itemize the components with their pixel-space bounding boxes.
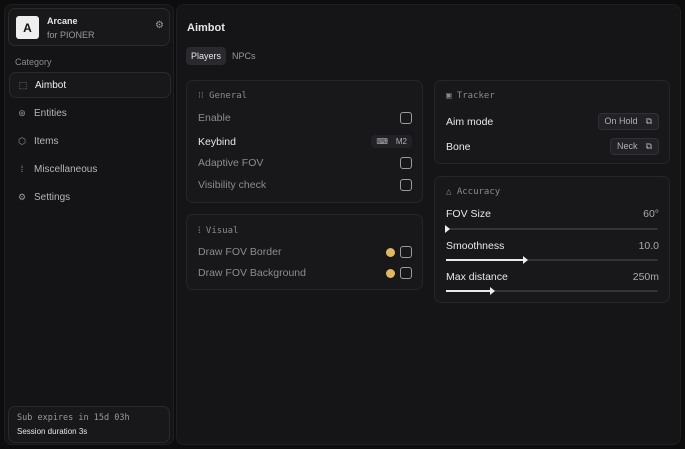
main-panel: Aimbot Players NPCs ⁝⁝ General Enable Ke… — [176, 4, 681, 445]
fov-background-checkbox[interactable] — [400, 267, 412, 279]
sidebar-item-label: Settings — [34, 191, 71, 203]
aim-mode-select[interactable]: On Hold ⧉ — [597, 113, 659, 130]
visual-card: ⁞ Visual Draw FOV Border Draw FOV Backgr… — [186, 214, 423, 290]
aim-mode-label: Aim mode — [446, 115, 494, 128]
keybind-button[interactable]: ⌨ M2 — [371, 135, 412, 148]
max-distance-value: 250m — [632, 271, 659, 283]
category-label: Category — [15, 57, 52, 67]
tracker-title: ▣ Tracker — [446, 91, 495, 101]
smoothness-value: 10.0 — [638, 240, 659, 252]
visibility-check-label: Visibility check — [198, 179, 267, 191]
sidebar-item-miscellaneous[interactable]: ⁞ Miscellaneous — [9, 156, 171, 182]
enable-checkbox[interactable] — [400, 112, 412, 124]
settings-gear-icon[interactable]: ⚙ — [155, 20, 164, 31]
general-card: ⁝⁝ General Enable Keybind ⌨ M2 Adaptive FO… — [186, 80, 423, 203]
fov-size-value: 60° — [643, 208, 659, 220]
accuracy-card: △ Accuracy FOV Size 60° Smoothness 10.0 Ma… — [434, 176, 670, 303]
fov-size-label: FOV Size — [446, 208, 491, 220]
select-icon: ⧉ — [645, 116, 652, 126]
fov-background-label: Draw FOV Background — [198, 267, 306, 279]
tab-players[interactable]: Players — [186, 47, 227, 65]
bone-select[interactable]: Neck ⧉ — [610, 138, 659, 155]
smoothness-slider[interactable] — [446, 256, 658, 264]
tabs: Players NPCs — [186, 47, 259, 65]
general-title: ⁝⁝ General — [198, 91, 248, 101]
subscription-info: Sub expires in 15d 03h Session duration … — [8, 406, 170, 443]
adaptive-fov-label: Adaptive FOV — [198, 157, 264, 169]
sidebar-item-settings[interactable]: ⚙ Settings — [9, 184, 171, 210]
max-distance-slider[interactable] — [446, 287, 658, 295]
accuracy-title: △ Accuracy — [446, 187, 501, 197]
sidebar-item-entities[interactable]: ⊛ Entities — [9, 100, 171, 126]
sidebar-item-items[interactable]: ⬡ Items — [9, 128, 171, 154]
app-subtitle: for PIONER — [47, 30, 95, 40]
page-title: Aimbot — [187, 22, 225, 34]
keyboard-icon: ⌨ — [376, 137, 388, 146]
fov-border-checkbox[interactable] — [400, 246, 412, 258]
app-header: A Arcane for PIONER ⚙ — [8, 8, 170, 46]
entities-icon: ⊛ — [18, 107, 26, 118]
sidebar-item-label: Miscellaneous — [34, 163, 98, 175]
bone-label: Bone — [446, 140, 471, 153]
visibility-check-checkbox[interactable] — [400, 179, 412, 191]
enable-label: Enable — [198, 112, 231, 124]
adaptive-fov-checkbox[interactable] — [400, 157, 412, 169]
keybind-label: Keybind — [198, 135, 236, 148]
tab-npcs[interactable]: NPCs — [232, 51, 256, 61]
tracker-card: ▣ Tracker Aim mode On Hold ⧉ Bone Neck ⧉ — [434, 80, 670, 164]
fov-border-color-swatch[interactable] — [386, 247, 395, 257]
app-logo: A — [16, 16, 39, 39]
select-icon: ⧉ — [645, 141, 652, 151]
sidebar-item-label: Aimbot — [35, 79, 67, 91]
fov-background-color-swatch[interactable] — [386, 268, 395, 278]
sidebar-item-label: Items — [34, 135, 59, 147]
gear-icon: ⚙ — [17, 191, 27, 202]
misc-icon: ⁞ — [20, 164, 24, 174]
box-icon: ⬡ — [18, 135, 26, 146]
sub-expiry: Sub expires in 15d 03h — [17, 413, 130, 423]
visual-title: ⁞ Visual — [198, 226, 239, 236]
max-distance-label: Max distance — [446, 271, 508, 283]
sidebar: A Arcane for PIONER ⚙ Category ⬚ Aimbot ⊛… — [4, 4, 174, 445]
session-duration: Session duration 3s — [17, 427, 88, 436]
crosshair-icon: ⬚ — [18, 79, 28, 90]
fov-size-slider[interactable] — [445, 225, 658, 233]
sidebar-item-label: Entities — [34, 107, 67, 119]
fov-border-label: Draw FOV Border — [198, 246, 282, 258]
app-name: Arcane — [47, 16, 78, 26]
sidebar-item-aimbot[interactable]: ⬚ Aimbot — [9, 72, 171, 98]
smoothness-label: Smoothness — [446, 240, 505, 252]
